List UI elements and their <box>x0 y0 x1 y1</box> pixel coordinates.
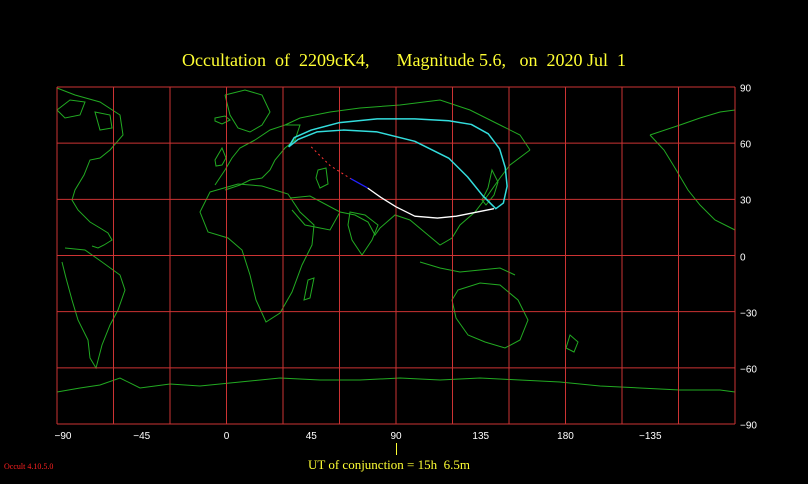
latitude-tick-label: 0 <box>740 252 746 263</box>
longitude-tick-label: 135 <box>472 431 490 442</box>
coast-iceland <box>214 115 231 125</box>
longitude-tick-label: 90 <box>390 431 402 442</box>
coast-japan <box>481 168 499 206</box>
coast-europe <box>214 124 301 191</box>
longitude-tick-label: 45 <box>305 431 317 442</box>
coast-madagascar <box>303 277 315 301</box>
latitude-tick-label: −60 <box>740 364 757 376</box>
longitude-tick-label: 0 <box>223 431 230 442</box>
version-label: Occult 4.10.5.0 <box>4 462 54 471</box>
longitude-tick-label: 180 <box>557 431 574 442</box>
map-title: Occultation of 2209cK4, Magnitude 5.6, o… <box>182 50 626 70</box>
latitude-tick-label: −90 <box>740 420 757 432</box>
coast-india <box>347 211 379 256</box>
coast-asia-east <box>339 149 531 246</box>
coast-greenland <box>224 89 271 133</box>
conjunction-marker <box>396 443 397 455</box>
longitude-tick-label: −90 <box>54 431 72 442</box>
conjunction-time: UT of conjunction = 15h 6.5m <box>308 457 470 472</box>
lat-lon-grid <box>56 86 736 425</box>
coast-britain <box>214 146 227 167</box>
coast-indonesia <box>419 261 516 276</box>
coast-caspian <box>315 167 329 189</box>
occultation-tracks <box>288 118 508 219</box>
track-night <box>367 187 495 219</box>
coast-australia <box>451 282 529 349</box>
track-twilight <box>350 178 369 189</box>
coast-north-america <box>56 87 124 249</box>
longitude-tick-label: −45 <box>133 431 151 442</box>
latitude-tick-label: 60 <box>740 139 752 151</box>
latitude-tick-label: 30 <box>740 195 752 207</box>
coast-arabia <box>289 195 341 231</box>
coast-alaska <box>649 109 736 136</box>
latitude-tick-label: 90 <box>740 83 752 95</box>
coast-antarctica <box>56 377 736 393</box>
coast-canadian-islands <box>56 99 86 119</box>
track-projected <box>310 146 352 180</box>
coast-south-america <box>61 247 126 370</box>
coast-na-west <box>649 134 736 231</box>
track-visible-loop <box>288 118 508 210</box>
coast-africa <box>199 183 315 323</box>
coast-asia-north <box>284 99 531 151</box>
coastlines <box>56 87 736 393</box>
coast-new-zealand <box>565 334 579 353</box>
longitude-tick-label: −135 <box>638 431 662 442</box>
latitude-tick-label: −30 <box>740 308 757 320</box>
coast-hudson <box>94 111 113 131</box>
